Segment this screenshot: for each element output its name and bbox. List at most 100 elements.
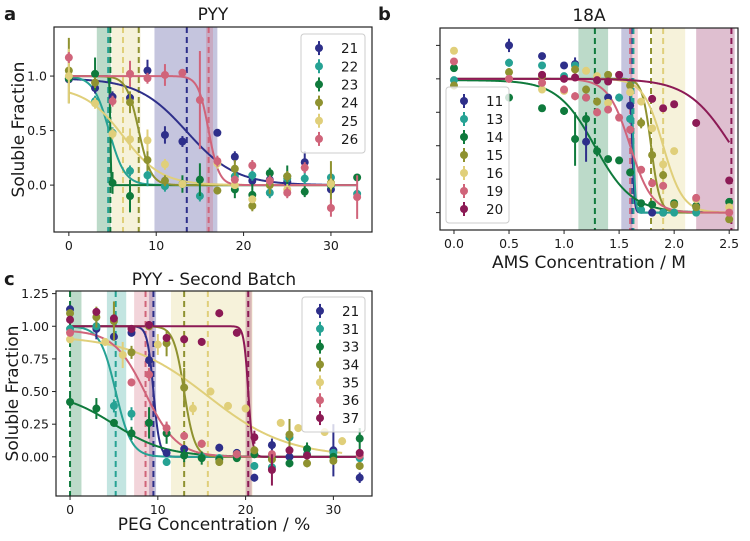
- data-point-37: [215, 309, 224, 318]
- legend-label: 37: [342, 411, 359, 427]
- data-point-19: [560, 85, 569, 94]
- y-tick-label: 1.00: [21, 319, 49, 334]
- y-tick-label: 1.25: [21, 286, 49, 301]
- data-point-26: [300, 163, 309, 172]
- data-point-35: [66, 335, 75, 344]
- legend-marker: [460, 169, 468, 177]
- data-point-14: [449, 64, 458, 73]
- data-point-21: [250, 473, 259, 482]
- data-point-14: [648, 200, 657, 209]
- data-point-19: [659, 181, 668, 190]
- data-point-16: [626, 88, 635, 97]
- legend-label: 21: [342, 304, 359, 320]
- data-point-14: [604, 155, 613, 164]
- data-point-33: [66, 397, 75, 406]
- data-point-34: [303, 459, 312, 468]
- x-axis-label: AMS Concentration / M: [492, 253, 686, 273]
- y-tick-label: 0.25: [21, 417, 49, 432]
- data-point-19: [648, 179, 657, 188]
- data-point-26: [143, 74, 152, 83]
- data-point-21: [267, 441, 276, 450]
- data-point-26: [64, 53, 73, 62]
- legend-marker: [460, 151, 468, 159]
- x-tick-label: 20: [236, 238, 252, 253]
- legend-marker: [315, 80, 323, 89]
- axes-frame: [53, 26, 373, 233]
- legend-marker: [460, 97, 468, 105]
- data-point-15: [505, 68, 514, 77]
- data-point-15: [648, 151, 657, 160]
- data-point-23: [126, 192, 135, 201]
- plot-area: [66, 291, 364, 496]
- x-axis-label: PEG Concentration / %: [118, 515, 311, 535]
- data-point-14: [593, 147, 602, 156]
- data-point-33: [197, 454, 206, 463]
- ci-band-20: [696, 28, 735, 230]
- data-point-26: [283, 188, 292, 197]
- data-point-26: [213, 157, 222, 166]
- data-point-26: [248, 161, 257, 170]
- data-point-19: [604, 105, 613, 114]
- panel-a: 0 10 20 30 0.0 0.5 1.0 PYY a Soluble Fraction 21 22…: [4, 4, 373, 253]
- legend-marker: [315, 116, 323, 125]
- fit-curve-26: [68, 75, 358, 187]
- axes-frame: [55, 290, 373, 497]
- data-point-15: [582, 85, 591, 94]
- panel-letter: c: [4, 269, 15, 290]
- data-point-15: [604, 70, 613, 79]
- data-point-36: [197, 439, 206, 448]
- data-point-15: [626, 81, 635, 90]
- data-point-13: [505, 58, 514, 67]
- data-point-20: [670, 100, 679, 109]
- data-point-35: [101, 337, 110, 346]
- data-point-19: [725, 208, 734, 217]
- data-point-21: [162, 448, 171, 457]
- data-point-21: [213, 128, 222, 137]
- data-point-35: [206, 387, 215, 396]
- data-point-19: [582, 93, 591, 102]
- x-tick-label: 1.0: [554, 236, 574, 251]
- data-point-19: [615, 113, 624, 122]
- legend-marker: [460, 205, 468, 213]
- data-point-37: [303, 451, 312, 460]
- data-point-34: [215, 458, 224, 467]
- data-point-34: [285, 430, 294, 439]
- data-point-20: [571, 73, 580, 82]
- data-point-34: [250, 446, 259, 455]
- data-point-14: [626, 168, 635, 177]
- data-point-26: [126, 69, 135, 78]
- data-point-31: [250, 461, 259, 470]
- data-point-25: [178, 180, 187, 189]
- data-point-14: [582, 114, 591, 123]
- data-point-15: [593, 97, 602, 106]
- legend-label: 21: [341, 41, 358, 57]
- data-point-33: [127, 429, 136, 438]
- data-point-15: [659, 171, 668, 180]
- data-point-20: [692, 118, 701, 127]
- data-point-33: [285, 459, 294, 468]
- data-point-24: [230, 164, 239, 173]
- legend-marker: [316, 378, 324, 387]
- data-point-25: [108, 129, 117, 138]
- legend-label: 20: [486, 202, 503, 218]
- data-point-34: [127, 348, 136, 357]
- data-point-26: [195, 96, 204, 105]
- legend-marker: [316, 342, 324, 351]
- data-point-26: [160, 70, 169, 79]
- data-point-33: [145, 418, 154, 427]
- legend-label: 22: [341, 59, 358, 75]
- legend-marker: [460, 187, 468, 195]
- data-point-11: [505, 41, 514, 50]
- data-point-14: [538, 104, 547, 113]
- data-point-24: [213, 186, 222, 195]
- data-point-21: [215, 443, 224, 452]
- data-point-13: [659, 208, 668, 217]
- legend-label: 36: [342, 393, 359, 409]
- x-tick-label: 0: [66, 502, 74, 517]
- axes-frame: [439, 27, 739, 231]
- data-point-11: [538, 52, 547, 61]
- data-point-33: [180, 451, 189, 460]
- data-point-22: [300, 174, 309, 183]
